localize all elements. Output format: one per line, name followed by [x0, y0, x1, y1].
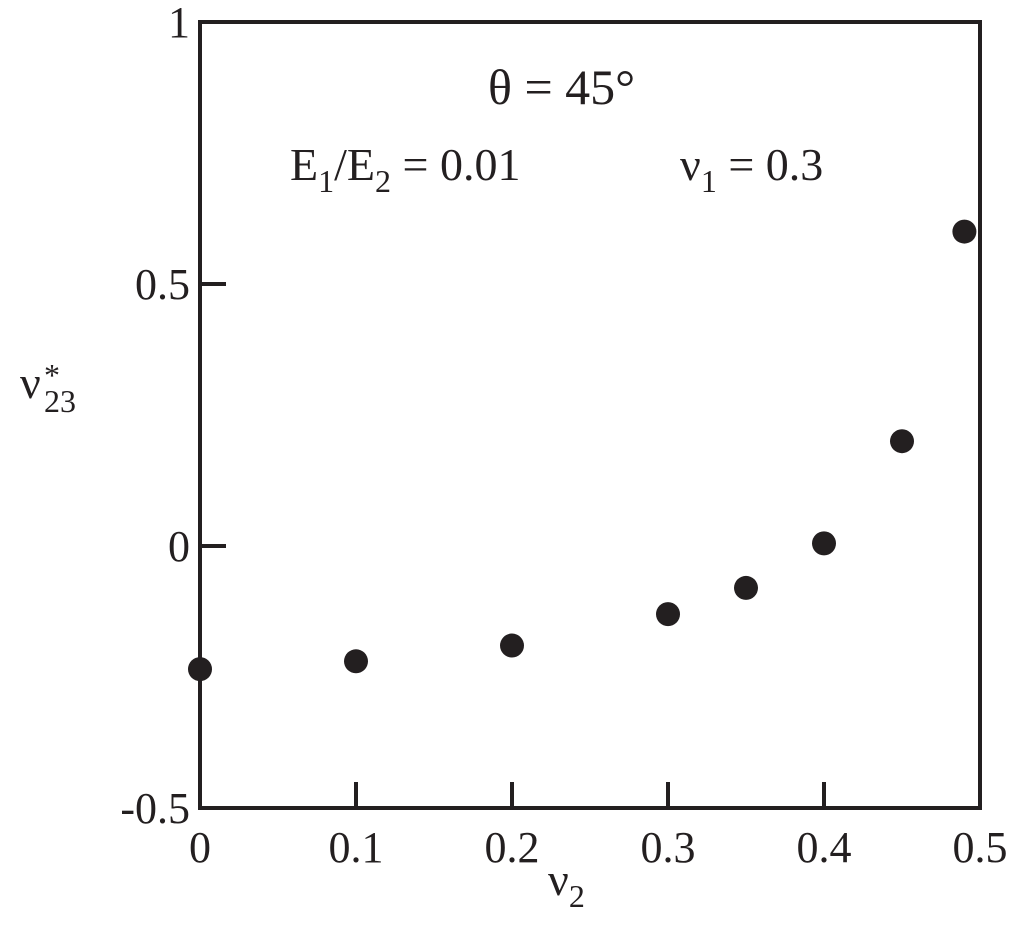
x-axis-title: ν2: [548, 854, 585, 914]
ticks-layer: 0 0.1 0.2 0.3 0.4 0.5-0.500.51: [120, 0, 1007, 872]
theta-annotation: θ = 45°: [488, 59, 635, 115]
x-tick-label: 0.2: [485, 823, 540, 872]
y-axis-title-subscript: 23: [44, 383, 76, 419]
y-tick-label: -0.5: [120, 784, 190, 833]
y-tick-label: 0: [168, 522, 190, 571]
data-point: [890, 429, 914, 454]
modulus-ratio-annotation: E1/E2 = 0.01: [290, 139, 520, 199]
data-point: [344, 649, 368, 674]
y-tick-label: 0.5: [135, 260, 190, 309]
data-point: [812, 531, 836, 556]
y-axis-title-superscript: *: [44, 357, 60, 393]
x-tick-label: 0.5: [953, 823, 1008, 872]
data-point: [656, 602, 680, 627]
data-point: [500, 633, 524, 658]
x-tick-label: 0: [189, 823, 211, 872]
x-tick-label: 0.4: [797, 823, 852, 872]
data-points-layer: [188, 219, 977, 682]
y-tick-label: 1: [168, 0, 190, 47]
y-axis-title: ν: [20, 357, 41, 408]
plot-frame: [198, 20, 982, 810]
data-point: [734, 575, 758, 600]
x-tick-label: 0.1: [329, 823, 384, 872]
nu1-annotation: ν1 = 0.3: [680, 139, 823, 199]
x-tick-label: 0.3: [641, 823, 696, 872]
data-point: [952, 219, 977, 244]
data-point: [188, 657, 212, 682]
